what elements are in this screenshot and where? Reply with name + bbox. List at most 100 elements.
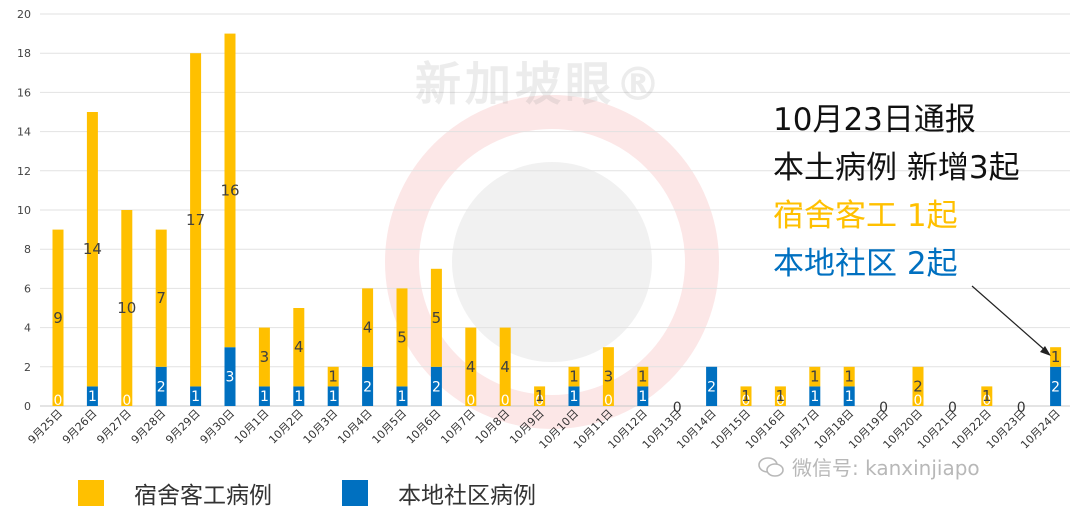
bar-community: [86, 386, 98, 406]
data-label-community: 1: [329, 389, 338, 405]
bar-dorm: [86, 112, 98, 387]
data-label-community: 1: [398, 389, 407, 405]
watermark-logo: 新加坡眼®: [415, 57, 665, 111]
bar-dorm: [52, 229, 64, 406]
bar-community: [396, 386, 408, 406]
legend-label-community: 本地社区病例: [398, 483, 536, 509]
x-tick-label: 10月7日: [438, 407, 478, 447]
data-label-community: 1: [88, 389, 97, 405]
bar-dorm: [258, 327, 270, 387]
annotation-community: 本地社区 2起: [773, 246, 958, 282]
bar-dorm: [534, 386, 546, 406]
bar-dorm: [568, 366, 580, 387]
data-label-dorm: 1: [1051, 348, 1061, 366]
wechat-text: 微信号: kanxinjiapo: [792, 456, 980, 480]
y-tick-label: 14: [17, 126, 31, 139]
wechat-id: 微信号: kanxinjiapo: [758, 452, 980, 481]
data-label-community: 0: [54, 393, 63, 409]
data-label-zero: 0: [1017, 400, 1026, 416]
data-label-dorm: 7: [156, 289, 166, 307]
bar-dorm: [465, 327, 477, 406]
x-tick-label: 10月3日: [301, 407, 341, 447]
data-label-community: 0: [742, 393, 751, 409]
data-label-dorm: 1: [328, 368, 338, 386]
data-label-community: 2: [432, 379, 441, 395]
y-tick-label: 0: [24, 400, 31, 413]
bar-community: [224, 347, 236, 406]
data-label-dorm: 1: [844, 368, 854, 386]
annotation-title: 10月23日通报: [773, 102, 976, 138]
data-label-community: 0: [982, 393, 991, 409]
annotation-arrow: [971, 285, 1048, 353]
watermark-circle: [385, 95, 719, 429]
bar-dorm: [396, 288, 408, 387]
y-tick-label: 12: [17, 165, 31, 178]
watermark-inner: [452, 162, 652, 362]
legend-item-community: 本地社区病例: [342, 476, 536, 510]
bar-community: [637, 386, 649, 406]
bar-dorm: [1050, 347, 1062, 367]
data-label-community: 1: [260, 389, 269, 405]
data-label-community: 0: [466, 393, 475, 409]
data-label-community: 2: [1051, 379, 1060, 395]
bar-community: [1050, 366, 1062, 406]
data-label-dorm: 3: [604, 368, 614, 386]
data-label-dorm: 4: [294, 338, 304, 356]
data-label-dorm: 1: [776, 387, 786, 405]
bar-dorm: [155, 229, 167, 367]
bar-dorm: [327, 366, 339, 387]
data-label-zero: 0: [948, 400, 957, 416]
data-label-dorm: 1: [982, 387, 992, 405]
x-tick-label: 9月27日: [94, 407, 134, 447]
bar-dorm: [774, 386, 786, 406]
bar-community: [809, 386, 821, 406]
data-label-dorm: 4: [363, 319, 373, 337]
x-tick-label: 9月30日: [198, 407, 238, 447]
bar-dorm: [430, 268, 442, 367]
legend-label-dorm: 宿舍客工病例: [134, 483, 272, 509]
data-label-community: 1: [191, 389, 200, 405]
data-label-community: 1: [845, 389, 854, 405]
data-label-community: 0: [501, 393, 510, 409]
data-label-community: 2: [363, 379, 372, 395]
data-label-dorm: 1: [741, 387, 751, 405]
data-label-dorm: 2: [913, 377, 923, 395]
bar-community: [706, 366, 718, 406]
x-tick-label: 9月25日: [26, 407, 66, 447]
bar-dorm: [190, 53, 202, 387]
data-label-dorm: 1: [535, 387, 545, 405]
data-label-community: 1: [570, 389, 579, 405]
data-label-dorm: 4: [500, 358, 510, 376]
bar-dorm: [809, 366, 821, 387]
bar-dorm: [843, 366, 855, 387]
bar-community: [155, 366, 167, 406]
data-label-community: 0: [776, 393, 785, 409]
bar-community: [327, 386, 339, 406]
x-tick-label: 10月6日: [404, 407, 444, 447]
data-label-dorm: 14: [83, 240, 102, 258]
y-tick-label: 20: [17, 8, 31, 21]
x-tick-label: 10月5日: [370, 407, 410, 447]
data-label-dorm: 4: [466, 358, 476, 376]
y-tick-label: 2: [24, 361, 31, 374]
legend-swatch-community: [342, 480, 368, 506]
x-tick-label: 10月1日: [232, 407, 272, 447]
bar-community: [362, 366, 374, 406]
x-tick-label: 9月28日: [129, 407, 169, 447]
x-tick-label: 9月29日: [163, 407, 203, 447]
data-label-zero: 0: [673, 400, 682, 416]
y-tick-label: 4: [24, 322, 31, 335]
bar-dorm: [293, 308, 305, 387]
bar-dorm: [740, 386, 752, 406]
bar-dorm: [362, 288, 374, 367]
y-tick-label: 16: [17, 86, 31, 99]
annotation-arrowhead: [1040, 346, 1051, 356]
x-tick-label: 10月2日: [266, 407, 306, 447]
data-label-community: 1: [294, 389, 303, 405]
y-tick-label: 18: [17, 47, 31, 60]
data-label-community: 0: [604, 393, 613, 409]
wechat-icon: [758, 456, 784, 477]
x-tick-label: 10月4日: [335, 407, 375, 447]
legend-item-dorm: 宿舍客工病例: [78, 476, 272, 510]
